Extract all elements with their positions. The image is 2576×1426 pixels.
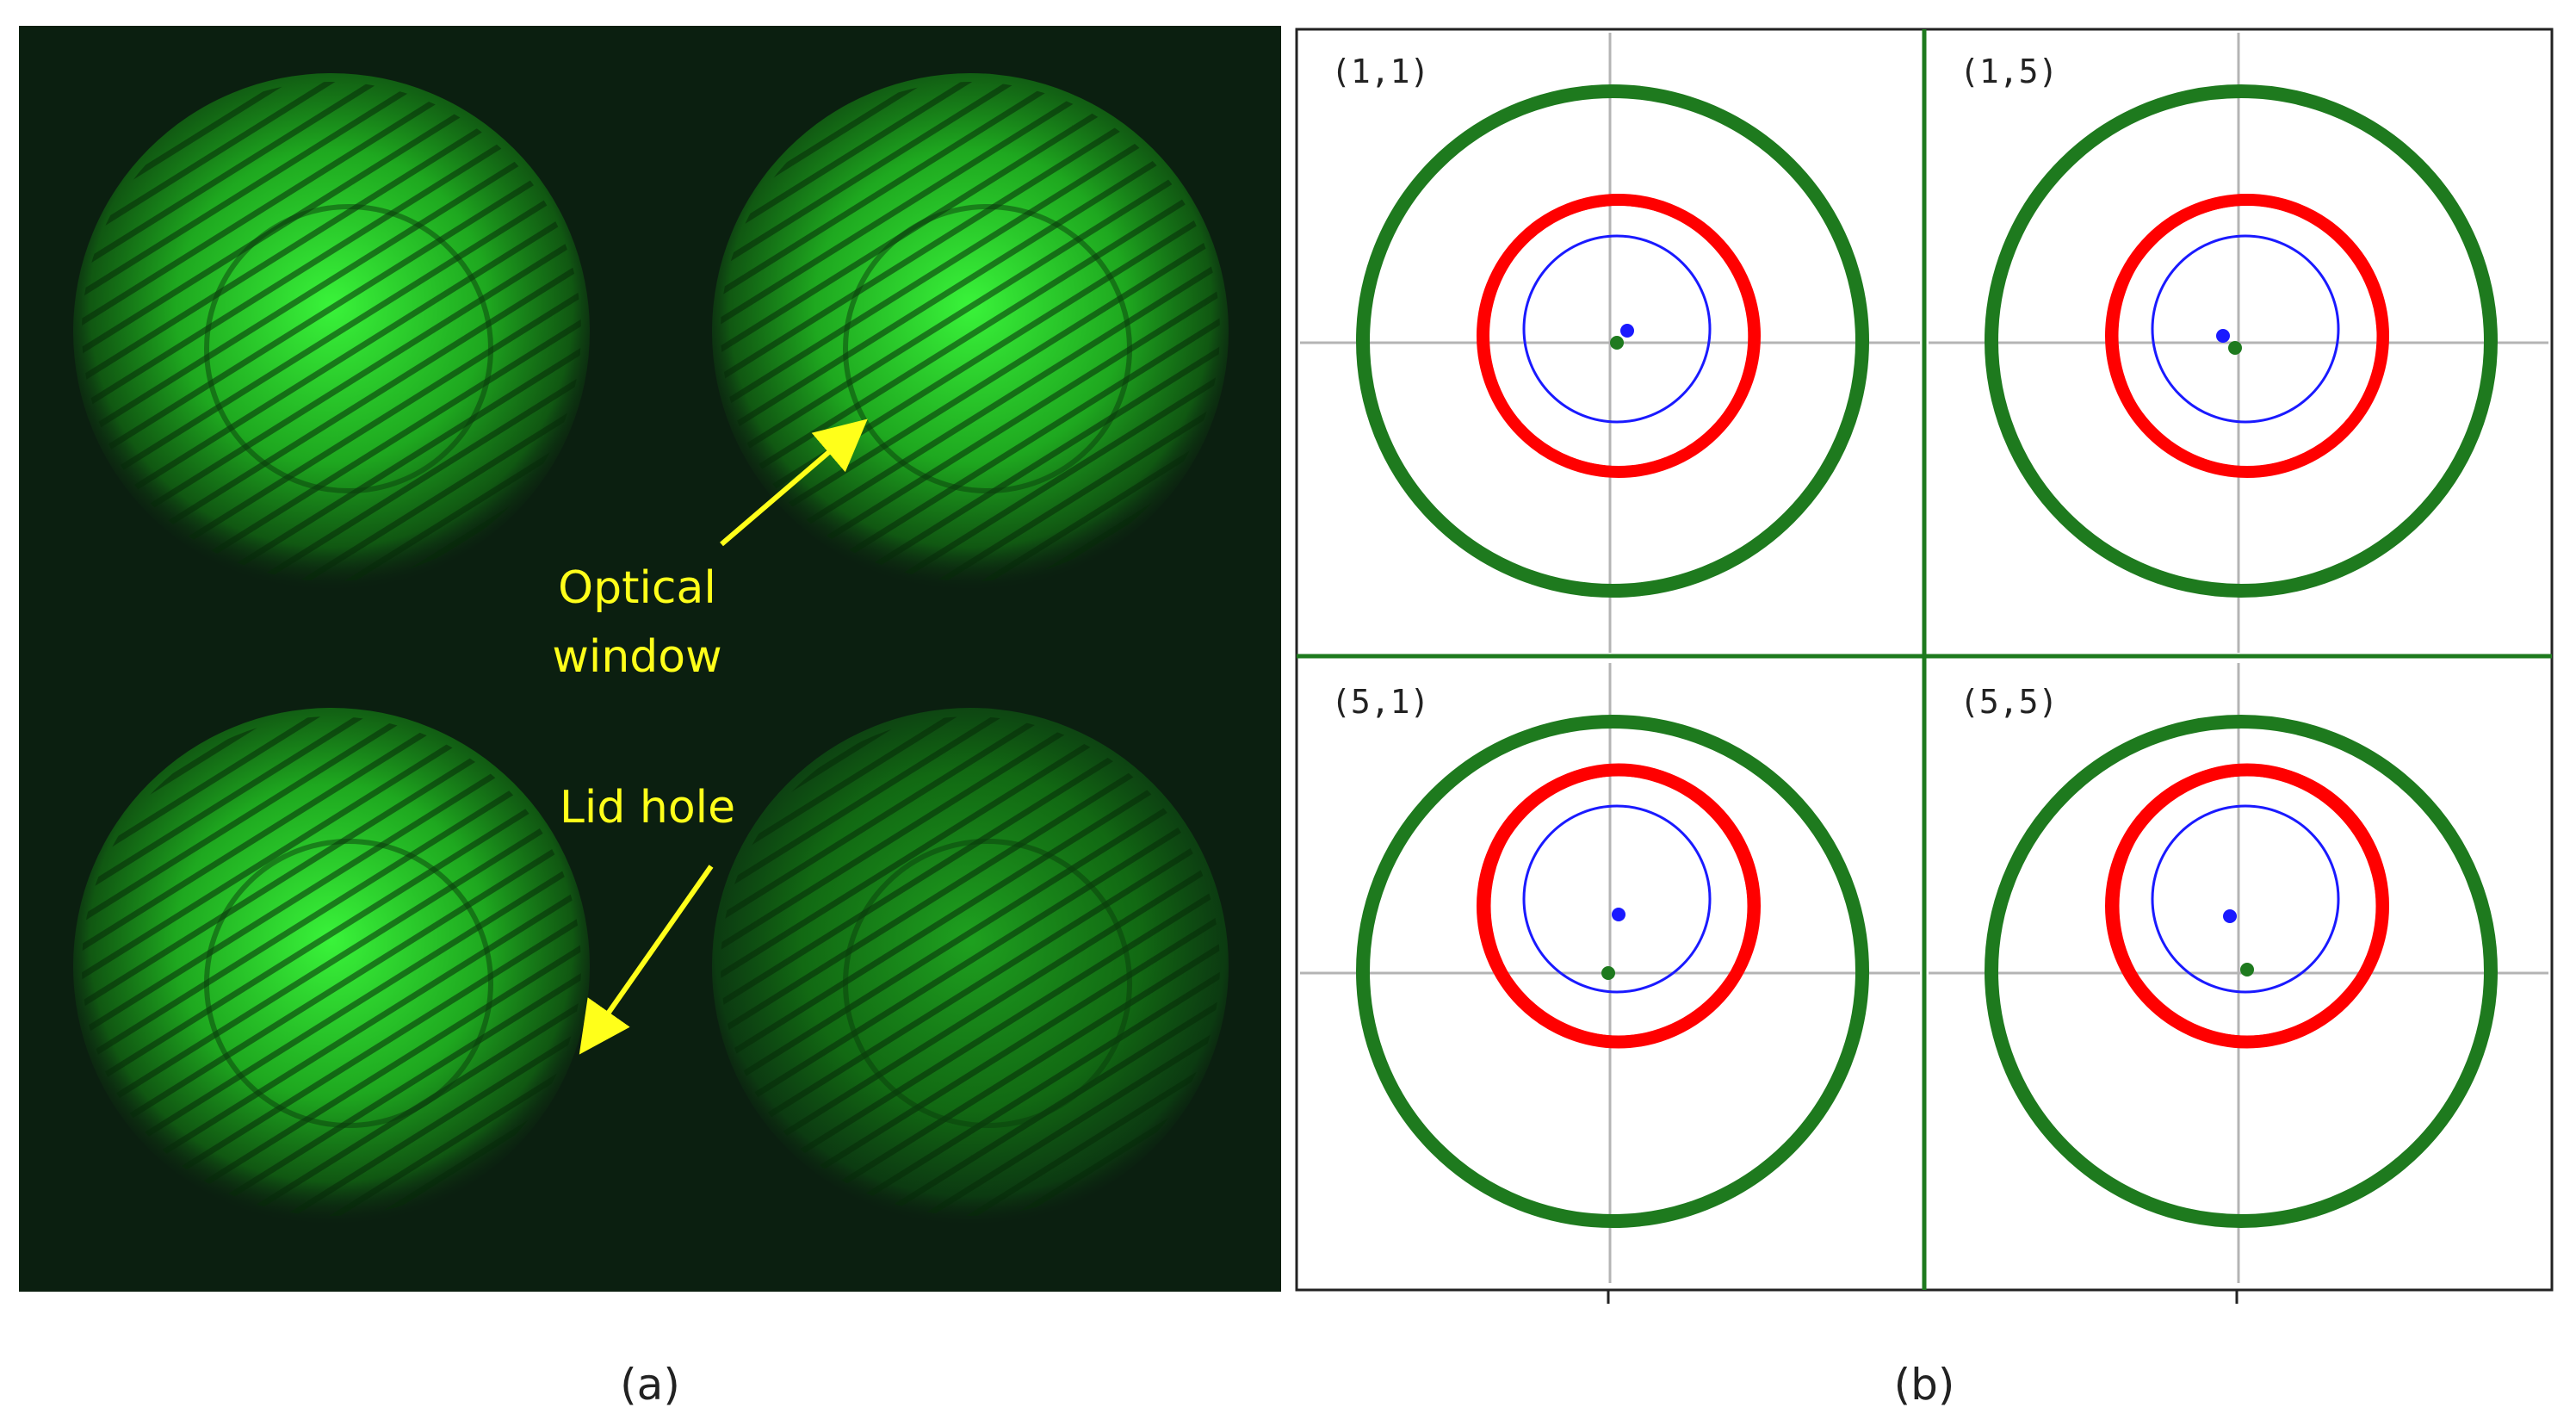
green-center-dot [2228, 341, 2242, 355]
annotation-arrows [579, 418, 868, 1055]
outer-ring [1356, 84, 1869, 598]
blue-ring [1522, 804, 1712, 994]
well-glow [73, 73, 590, 590]
quadrant-plot: (5,5) [1929, 663, 2548, 1283]
quadrant-label: (1,5) [1960, 53, 2058, 90]
panel-b-caption: (b) [1894, 1360, 1955, 1410]
blue-center-dot [2223, 909, 2237, 923]
blue-ring [2151, 234, 2340, 424]
outer-ring [1356, 715, 1869, 1228]
blue-center-dot [2216, 329, 2230, 343]
red-ring-traces [1477, 763, 1761, 1049]
quadrant-plot: (5,1) [1300, 663, 1920, 1283]
quadrant-label: (1,1) [1331, 53, 1429, 90]
blue-ring [1522, 234, 1712, 424]
red-ring-traces [2105, 194, 2389, 478]
blue-center-dot [1620, 324, 1634, 338]
quadrant-label: (5,1) [1331, 683, 1429, 721]
red-ring-traces [2105, 763, 2389, 1049]
quadrant-plot: (1,5) [1929, 33, 2548, 653]
well-glow [712, 73, 1229, 590]
panel-a-caption: (a) [620, 1360, 680, 1410]
green-center-dot [1601, 966, 1615, 980]
blue-center-dot [1612, 908, 1625, 921]
outer-ring [1985, 715, 2498, 1228]
optical-window-label-line1: Optical [558, 562, 716, 614]
panel-a-photo: Optical window Lid hole [19, 26, 1281, 1292]
optical-window-arrow [720, 418, 868, 547]
green-center-dot [2240, 963, 2254, 976]
quadrant-plot: (1,1) [1300, 33, 1920, 653]
quadrant-label: (5,5) [1960, 683, 2058, 721]
lid-hole-label: Lid hole [560, 782, 735, 834]
panel-b-plots: (1,1) (1,5) (5,1) (5,5) [1295, 28, 2554, 1304]
green-center-dot [1610, 336, 1624, 350]
well-glow [73, 708, 590, 1224]
optical-window-label-line2: window [552, 631, 721, 683]
blue-ring [2151, 804, 2340, 994]
red-ring-traces [1477, 194, 1761, 478]
outer-ring [1985, 84, 2498, 598]
lid-hole-arrow [579, 865, 714, 1055]
well-glow [712, 708, 1229, 1224]
